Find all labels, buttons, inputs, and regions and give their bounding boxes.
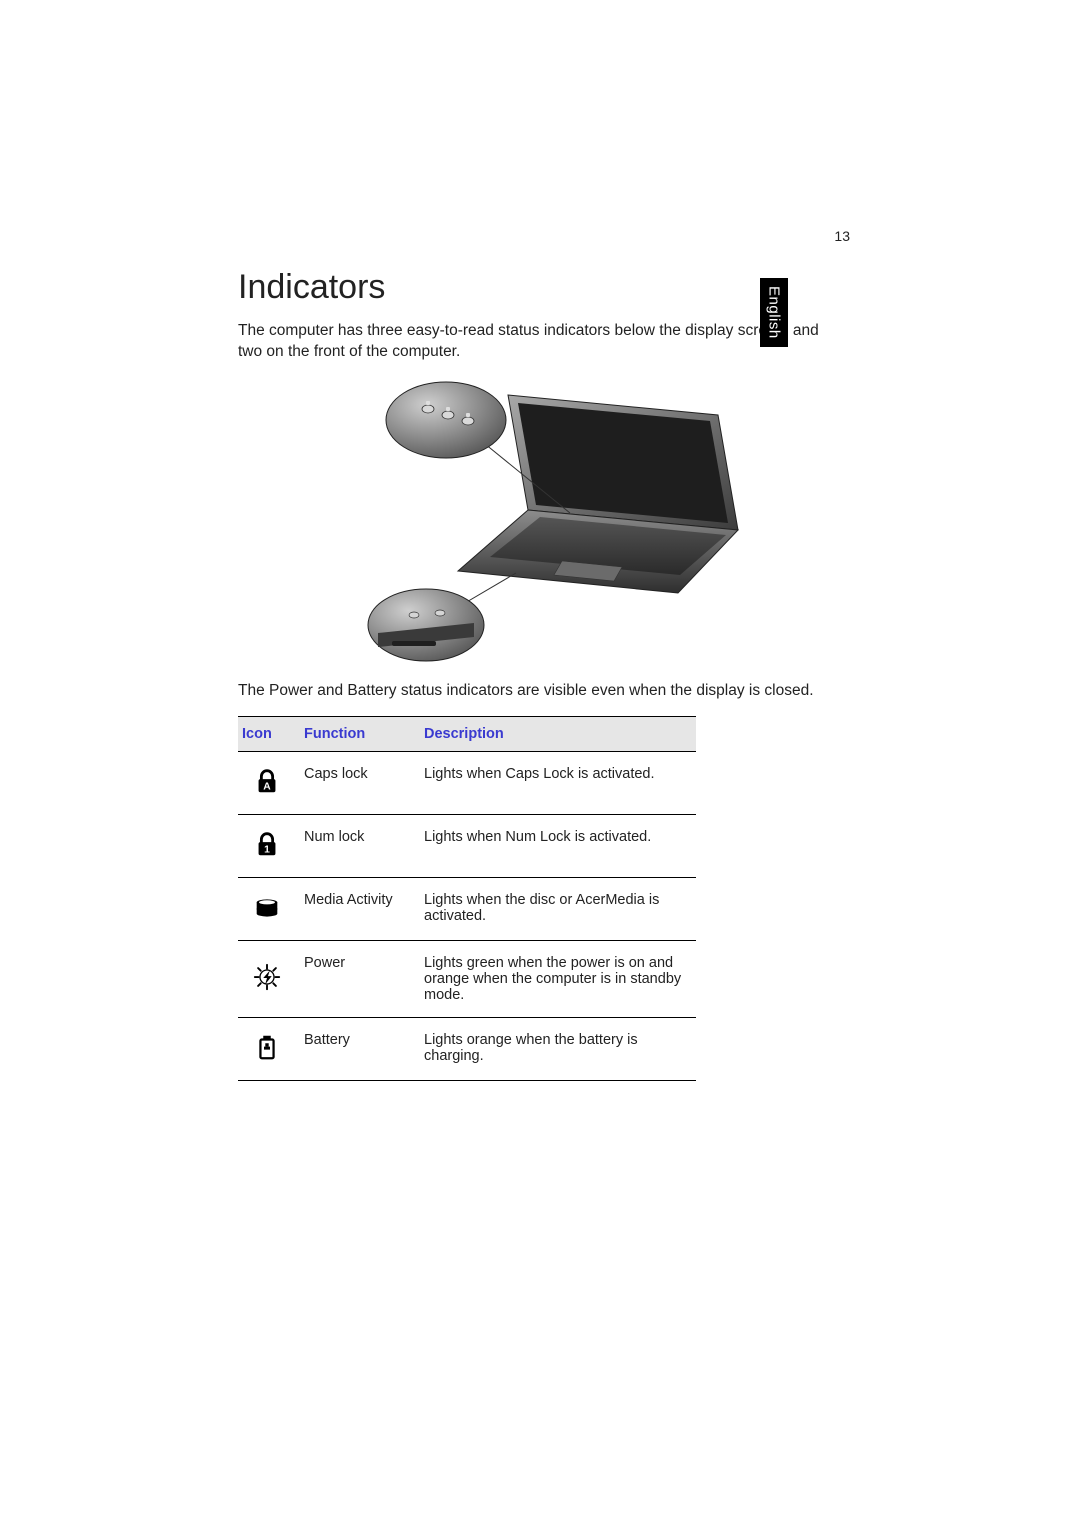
th-icon: Icon [238, 716, 300, 751]
page-title: Indicators [238, 268, 838, 307]
th-description: Description [420, 716, 696, 751]
indicators-table: Icon Function Description A Caps lock Li… [238, 716, 696, 1081]
table-row: Power Lights green when the power is on … [238, 940, 696, 1017]
table-row: Battery Lights orange when the battery i… [238, 1017, 696, 1080]
language-tab: English [760, 278, 788, 347]
desc-cell: Lights green when the power is on and or… [420, 940, 696, 1017]
func-cell: Battery [300, 1017, 420, 1080]
caps-lock-icon: A [238, 751, 300, 814]
note-paragraph: The Power and Battery status indicators … [238, 681, 838, 702]
laptop-indicators-illustration [318, 375, 758, 665]
desc-cell: Lights when Caps Lock is activated. [420, 751, 696, 814]
desc-cell: Lights when the disc or AcerMedia is act… [420, 877, 696, 940]
power-icon [238, 940, 300, 1017]
intro-paragraph: The computer has three easy-to-read stat… [238, 321, 838, 363]
language-tab-label: English [766, 286, 783, 339]
desc-cell: Lights when Num Lock is activated. [420, 814, 696, 877]
page-number: 13 [834, 228, 850, 244]
battery-icon [238, 1017, 300, 1080]
func-cell: Power [300, 940, 420, 1017]
table-row: Media Activity Lights when the disc or A… [238, 877, 696, 940]
svg-text:A: A [263, 781, 271, 792]
table-row: A Caps lock Lights when Caps Lock is act… [238, 751, 696, 814]
func-cell: Caps lock [300, 751, 420, 814]
table-row: 1 Num lock Lights when Num Lock is activ… [238, 814, 696, 877]
th-function: Function [300, 716, 420, 751]
func-cell: Media Activity [300, 877, 420, 940]
num-lock-icon: 1 [238, 814, 300, 877]
desc-cell: Lights orange when the battery is chargi… [420, 1017, 696, 1080]
svg-text:1: 1 [264, 844, 270, 855]
func-cell: Num lock [300, 814, 420, 877]
media-icon [238, 877, 300, 940]
